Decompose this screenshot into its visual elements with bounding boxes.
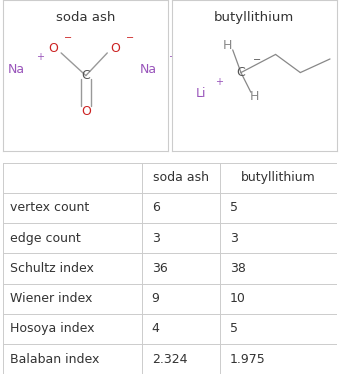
Text: Balaban index: Balaban index (10, 353, 99, 366)
Text: soda ash: soda ash (56, 11, 116, 23)
Text: 5: 5 (230, 201, 238, 214)
Text: edge count: edge count (10, 232, 81, 245)
Text: C: C (237, 66, 245, 79)
Text: 6: 6 (152, 201, 159, 214)
Text: Li: Li (196, 87, 207, 100)
Text: 3: 3 (230, 232, 238, 245)
Text: H: H (250, 90, 259, 103)
Text: 5: 5 (230, 322, 238, 335)
Text: vertex count: vertex count (10, 201, 89, 214)
Text: −: − (126, 33, 134, 43)
Text: Hosoya index: Hosoya index (10, 322, 95, 335)
Text: Na: Na (140, 63, 157, 76)
Text: Schultz index: Schultz index (10, 262, 94, 275)
Text: −: − (64, 33, 72, 43)
Text: butyllithium: butyllithium (241, 171, 316, 184)
Text: O: O (110, 42, 120, 55)
Text: Wiener index: Wiener index (10, 292, 92, 305)
Text: 38: 38 (230, 262, 246, 275)
Text: H: H (223, 39, 233, 52)
Text: +: + (168, 53, 175, 62)
Text: 3: 3 (152, 232, 159, 245)
Text: O: O (48, 42, 58, 55)
Text: 4: 4 (152, 322, 159, 335)
Text: O: O (81, 105, 91, 118)
Text: 2.324: 2.324 (152, 353, 187, 366)
Text: Na: Na (8, 63, 25, 76)
Text: C: C (82, 69, 90, 82)
Text: 36: 36 (152, 262, 167, 275)
Text: +: + (216, 77, 223, 87)
Text: 10: 10 (230, 292, 246, 305)
Text: 1.975: 1.975 (230, 353, 266, 366)
Text: 9: 9 (152, 292, 159, 305)
Text: +: + (36, 53, 44, 62)
Text: −: − (253, 56, 261, 65)
Text: soda ash: soda ash (153, 171, 209, 184)
Text: butyllithium: butyllithium (214, 11, 294, 23)
